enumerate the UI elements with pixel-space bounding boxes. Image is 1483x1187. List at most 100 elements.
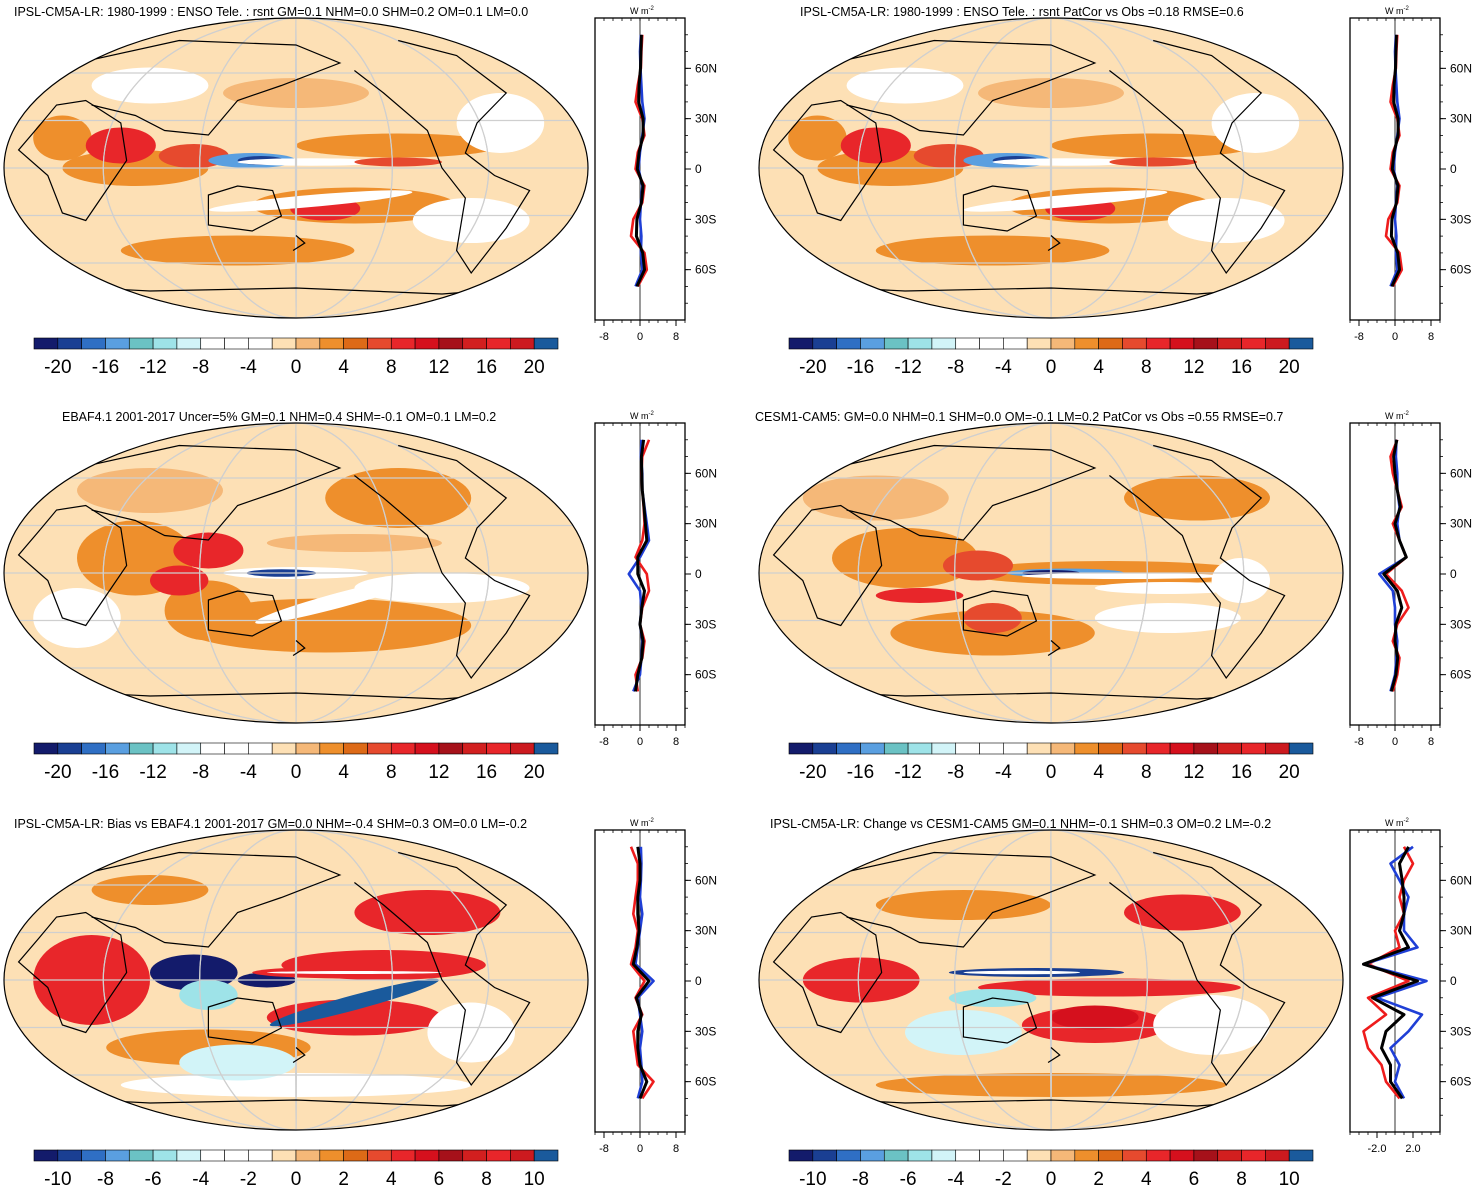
colorbar-swatch — [1169, 337, 1195, 350]
colorbar-tick-label: 10 — [1279, 1169, 1300, 1187]
colorbar-tick-label: 8 — [481, 1169, 492, 1187]
colorbar-tick-label: -8 — [852, 1169, 869, 1187]
colorbar-swatch — [510, 1149, 535, 1162]
lat-tick-label: 30N — [1450, 517, 1472, 531]
colorbar-swatch — [176, 1149, 202, 1162]
lat-tick-label: 60N — [1450, 873, 1472, 887]
colorbar-swatch — [105, 742, 130, 755]
x-tick-label: 0 — [1392, 736, 1398, 748]
coastline — [962, 997, 1038, 1044]
panel-svg: -10 -8 -6 -4 -2 0 2 4 6 8 10 W m-2 60N 30N 0 30S 60S -8 0 8 — [3, 818, 717, 1187]
colorbar-swatch — [533, 742, 559, 755]
lat-tick-label: 60S — [695, 668, 716, 682]
colorbar-swatch — [57, 1149, 82, 1162]
colorbar-tick-label: -16 — [92, 762, 119, 783]
colorbar: -20 -16 -12 -8 -4 0 4 8 12 16 20 — [33, 742, 559, 783]
colorbar-swatch — [1241, 337, 1266, 350]
colorbar-swatch — [390, 742, 416, 755]
world-map — [3, 829, 589, 1131]
colorbar-swatch — [812, 742, 837, 755]
map-outline — [758, 422, 1344, 724]
lat-tick-label: 60N — [695, 61, 717, 75]
x-tick-label: 8 — [1428, 736, 1434, 748]
meridian-line — [857, 830, 1245, 1130]
colorbar-swatch — [224, 337, 249, 350]
zonal-series-mean — [634, 34, 646, 288]
colorbar-tick-label: 12 — [428, 357, 449, 378]
map-feature — [269, 978, 440, 1027]
units-label: W m-2 — [1385, 6, 1409, 16]
colorbar-swatch — [533, 1149, 559, 1162]
colorbar-swatch — [1145, 742, 1171, 755]
coastline — [354, 444, 531, 680]
coastline — [962, 185, 1038, 232]
colorbar-tick-label: 20 — [1279, 762, 1300, 783]
colorbar-swatch — [462, 742, 487, 755]
map-patch — [91, 875, 209, 905]
colorbar-tick-label: -6 — [145, 1169, 162, 1187]
colorbar-swatch — [788, 337, 814, 350]
map-patch — [1124, 894, 1241, 931]
colorbar-tick-label: -4 — [192, 1169, 209, 1187]
colorbar-swatch — [1098, 337, 1123, 350]
map-feature — [255, 576, 425, 624]
colorbar-tick-label: 0 — [291, 1169, 302, 1187]
coastline — [354, 39, 531, 275]
colorbar-tick-label: 4 — [338, 762, 349, 783]
colorbar-tick-label: 4 — [1141, 1169, 1152, 1187]
colorbar-swatch — [367, 1149, 392, 1162]
colorbar-tick-label: -8 — [192, 357, 209, 378]
coastline — [292, 640, 306, 657]
colorbar-tick-label: -12 — [894, 357, 921, 378]
panel-enso-tele-ipsl: -20 -16 -12 -8 -4 0 4 8 12 16 20 W m-2 60N 30N 0 30S 60S… — [0, 0, 720, 395]
colorbar-tick-label: -8 — [97, 1169, 114, 1187]
colorbar-swatch — [128, 1149, 154, 1162]
colorbar-tick-label: -20 — [44, 357, 71, 378]
panel-svg: -20 -16 -12 -8 -4 0 4 8 12 16 20 W m-2 60N 30N 0 30S 60S… — [758, 411, 1472, 783]
world-map — [3, 17, 589, 319]
colorbar-swatch — [486, 742, 511, 755]
lat-tick-label: 0 — [1450, 567, 1457, 581]
map-outline — [3, 829, 589, 1131]
colorbar-swatch — [128, 742, 154, 755]
colorbar-tick-label: 8 — [1141, 762, 1152, 783]
meridian-line — [199, 18, 393, 318]
map-patch — [875, 235, 1110, 266]
colorbar-swatch — [836, 742, 861, 755]
lat-tick-label: 30S — [695, 617, 716, 631]
meridian-line — [857, 423, 1245, 723]
panel-title: IPSL-CM5A-LR: Change vs CESM1-CAM5 GM=0.… — [770, 817, 1272, 831]
units-label: W m-2 — [1385, 818, 1409, 828]
x-tick-label: -2.0 — [1368, 1143, 1387, 1155]
meridian-line — [954, 830, 1148, 1130]
meridian-line — [102, 830, 490, 1130]
map-patch — [120, 235, 355, 266]
colorbar-swatch — [860, 1149, 885, 1162]
map-patch — [1051, 133, 1256, 158]
meridian-line — [1049, 830, 1053, 1130]
meridian-line — [294, 423, 298, 723]
coastline — [292, 1047, 306, 1064]
colorbar-swatch — [979, 742, 1004, 755]
colorbar: -20 -16 -12 -8 -4 0 4 8 12 16 20 — [33, 337, 559, 378]
colorbar-swatch — [1026, 1149, 1052, 1162]
colorbar-swatch — [510, 337, 535, 350]
colorbar-swatch — [271, 1149, 297, 1162]
colorbar-swatch — [1193, 742, 1219, 755]
meridian-line — [199, 423, 393, 723]
colorbar-swatch — [1193, 337, 1219, 350]
colorbar-swatch — [1241, 1149, 1266, 1162]
meridian-line — [199, 830, 393, 1130]
map-patch — [179, 598, 472, 653]
map-patch — [1153, 995, 1270, 1055]
panel-ebaf-obs: -20 -16 -12 -8 -4 0 4 8 12 16 20 W m-2 60N 30N 0 30S 60S… — [0, 405, 720, 800]
colorbar-swatch — [1217, 1149, 1242, 1162]
colorbar-swatch — [788, 742, 814, 755]
zonal-mean-plot: W m-2 60N 30N 0 30S 60S -8 0 8 — [1349, 411, 1472, 748]
colorbar-swatch — [295, 742, 321, 755]
map-feature — [1109, 157, 1197, 167]
colorbar-swatch — [176, 742, 202, 755]
colorbar-swatch — [1098, 1149, 1123, 1162]
colorbar-swatch — [105, 337, 130, 350]
colorbar-tick-label: 16 — [476, 357, 497, 378]
